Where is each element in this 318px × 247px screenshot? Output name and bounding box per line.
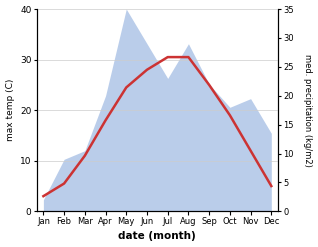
X-axis label: date (month): date (month) bbox=[119, 231, 196, 242]
Y-axis label: max temp (C): max temp (C) bbox=[5, 79, 15, 141]
Y-axis label: med. precipitation (kg/m2): med. precipitation (kg/m2) bbox=[303, 54, 313, 167]
